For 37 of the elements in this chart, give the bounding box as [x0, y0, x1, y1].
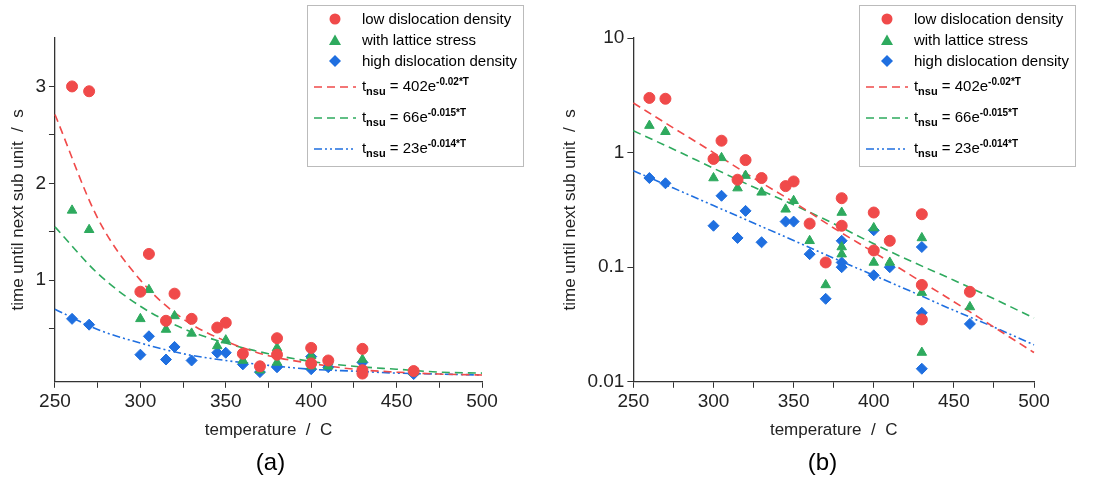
y-axis-title: time until next sub unit / s	[7, 109, 27, 311]
x-tick-label: 500	[466, 390, 498, 412]
legend-label: t$_{nsu}$ = 402e$^{-0.02*T}$	[361, 75, 469, 99]
x-tick-label: 400	[295, 390, 328, 412]
x-tick-label: 450	[380, 390, 413, 412]
x-axis-title: temperature / C	[204, 420, 333, 440]
x-tick-label: 350	[777, 390, 810, 412]
legend-label: high dislocation density	[913, 51, 1069, 71]
x-tick-label: 500	[1018, 390, 1050, 412]
legend-label: low dislocation density	[361, 9, 512, 29]
y-tick-label: 1	[613, 140, 625, 162]
legend-label: high dislocation density	[361, 51, 517, 71]
text: (a)	[254, 448, 287, 476]
x-tick-label: 450	[938, 390, 970, 412]
y-tick-label: 3	[35, 74, 46, 96]
legend-label: with lattice stress	[361, 30, 477, 50]
y-axis-title: time until next sub unit / s	[559, 109, 579, 311]
y-tick-label: 2	[35, 171, 46, 193]
y-tick-label: 0.01	[587, 370, 625, 392]
legend-label: t$_{nsu}$ = 402e$^{-0.02*T}$	[913, 75, 1021, 99]
text: (b)	[806, 448, 839, 476]
legend-label: low dislocation density	[913, 9, 1064, 29]
y-tick-label: 0.1	[597, 255, 625, 277]
legend-label: t$_{nsu}$ = 23e$^{-0.014*T}$	[913, 137, 1019, 161]
legend-label: t$_{nsu}$ = 66e$^{-0.015*T}$	[913, 106, 1019, 130]
y-tick-label: 10	[603, 26, 625, 48]
x-tick-label: 300	[124, 390, 157, 412]
x-axis-title: temperature / C	[769, 420, 898, 440]
x-tick-label: 300	[697, 390, 730, 412]
legend-label: with lattice stress	[913, 30, 1029, 50]
x-tick-label: 350	[209, 390, 242, 412]
legend-label: t$_{nsu}$ = 23e$^{-0.014*T}$	[361, 137, 467, 161]
legend-label: t$_{nsu}$ = 66e$^{-0.015*T}$	[361, 106, 467, 130]
y-tick-label: 1	[35, 268, 46, 290]
x-tick-label: 250	[39, 390, 71, 412]
x-tick-label: 400	[857, 390, 890, 412]
x-tick-label: 250	[617, 390, 650, 412]
